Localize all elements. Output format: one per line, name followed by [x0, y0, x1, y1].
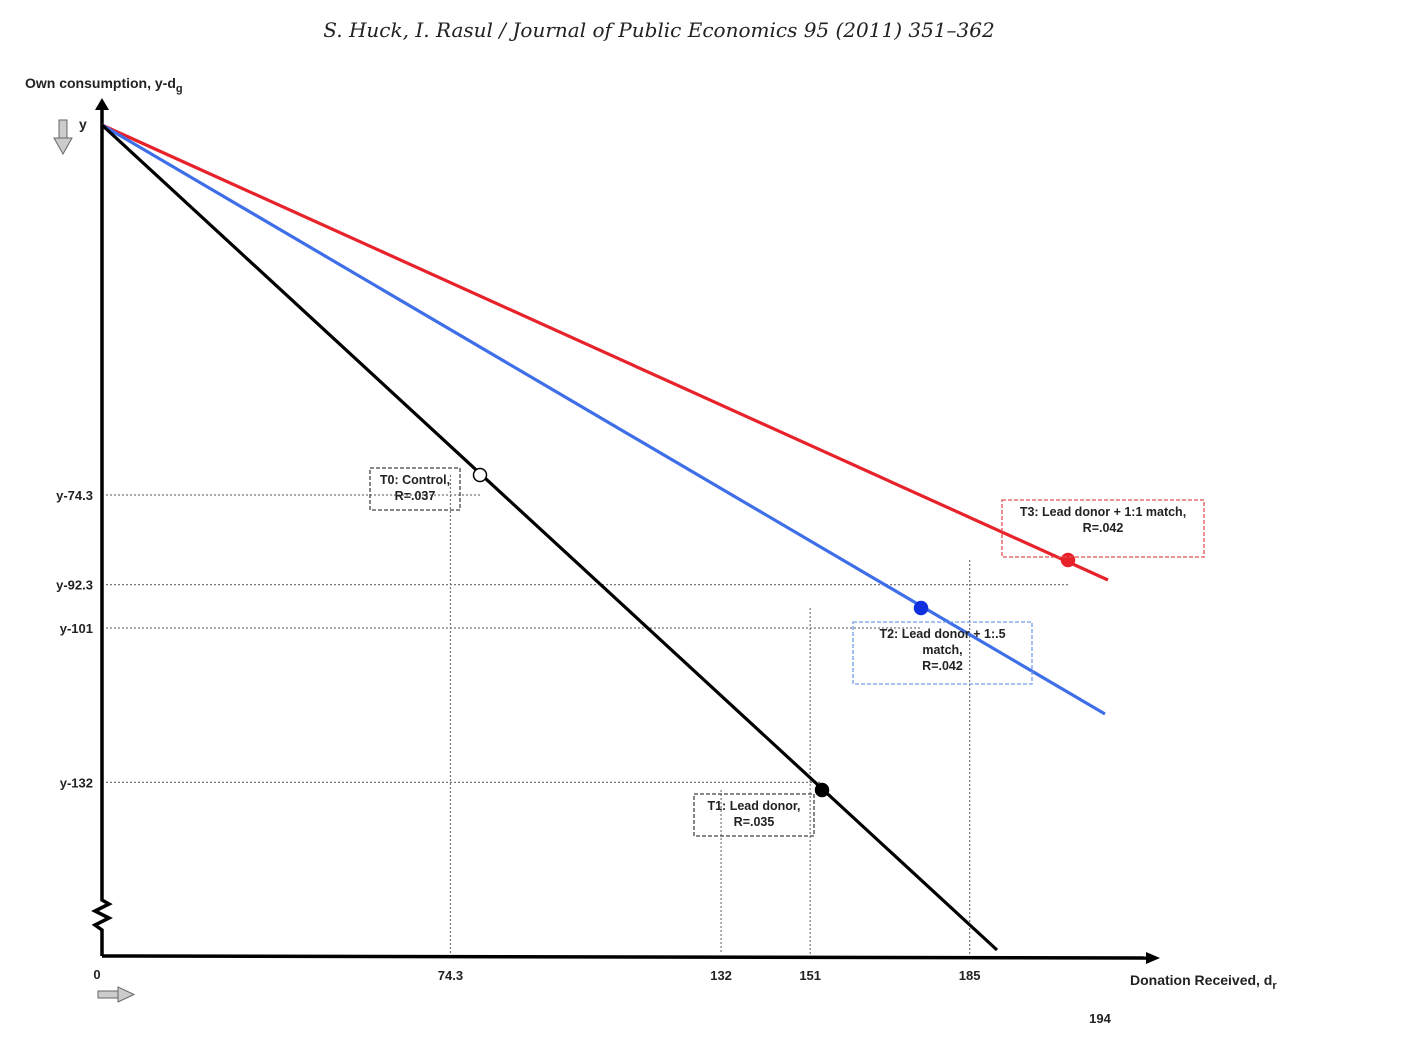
down-arrow-icon [53, 119, 73, 156]
series-line-t0-t1 [100, 123, 999, 952]
series-line-t2 [101, 123, 1106, 716]
x-tick-label: 132 [710, 968, 732, 983]
y-axis-title: Own consumption, y-dg [25, 75, 183, 95]
x-origin-label: 0 [93, 967, 100, 982]
y-top-label: y [79, 116, 87, 132]
data-point-t2 [913, 600, 929, 616]
y-tick-label: y-101 [60, 621, 93, 636]
label-box-text: R=.042 [922, 659, 963, 673]
y-tick-label: y-92.3 [56, 578, 93, 593]
right-arrow-icon [97, 986, 136, 1003]
label-box-text: T3: Lead donor + 1:1 match, [1020, 505, 1186, 519]
label-box-t1: T1: Lead donor, R=.035 [693, 793, 815, 837]
x-axis-line [101, 954, 1149, 960]
x-axis-arrowhead [1146, 952, 1160, 964]
label-box-t2: T2: Lead donor + 1:.5 match, R=.042 [852, 621, 1033, 685]
data-point-t3 [1060, 552, 1076, 568]
y-axis-line [91, 110, 113, 956]
label-box-text: R=.042 [1083, 521, 1124, 535]
label-box-text: T2: Lead donor + 1:.5 [879, 627, 1005, 641]
page-number: 194 [1089, 1011, 1111, 1026]
x-tick-label: 185 [959, 968, 981, 983]
label-box-text: R=.035 [734, 815, 775, 829]
journal-citation: S. Huck, I. Rasul / Journal of Public Ec… [323, 18, 995, 42]
label-box-text: T1: Lead donor, [707, 799, 800, 813]
label-box-t0: T0: Control, R=.037 [369, 467, 461, 511]
label-box-text: T0: Control, [380, 473, 450, 487]
data-point-t1 [814, 782, 830, 798]
series-line-t3 [101, 123, 1109, 582]
x-tick-label: 151 [799, 968, 821, 983]
label-box-t3: T3: Lead donor + 1:1 match, R=.042 [1001, 499, 1205, 558]
data-point-t0 [472, 467, 488, 483]
x-tick-label: 74.3 [438, 968, 463, 983]
label-box-text: R=.037 [395, 489, 436, 503]
y-tick-label: y-132 [60, 775, 93, 790]
x-axis-title: Donation Received, dr [1130, 972, 1277, 992]
label-box-text: match, [922, 643, 962, 657]
y-axis-arrowhead [95, 98, 109, 110]
y-tick-label: y-74.3 [56, 488, 93, 503]
